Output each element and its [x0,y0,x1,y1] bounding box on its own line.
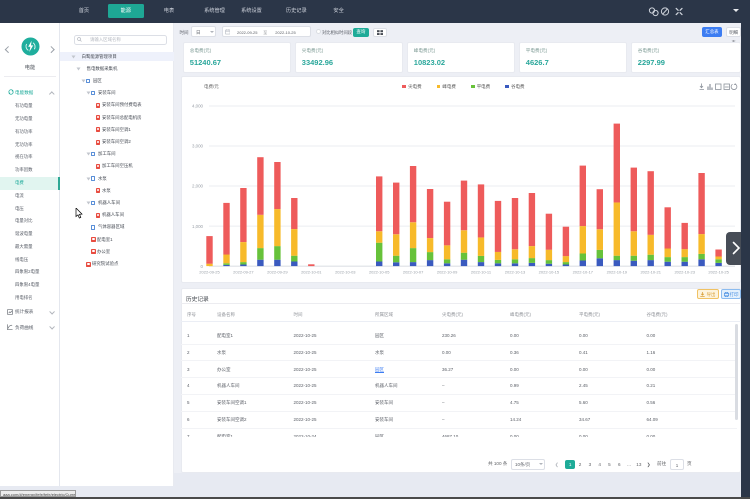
svg-text:2022-09-29: 2022-09-29 [267,270,288,275]
svg-text:2022-10-19: 2022-10-19 [607,270,628,275]
svg-text:2022-10-21: 2022-10-21 [640,270,661,275]
svg-text:2022-10-05: 2022-10-05 [369,270,390,275]
svg-text:1,000: 1,000 [192,224,204,229]
svg-text:2022-10-15: 2022-10-15 [539,270,560,275]
svg-text:2022-09-25: 2022-09-25 [199,270,220,275]
svg-text:4,000: 4,000 [192,104,204,109]
svg-text:2022-10-25: 2022-10-25 [708,270,729,275]
svg-text:2022-09-27: 2022-09-27 [233,270,254,275]
svg-text:2022-10-11: 2022-10-11 [471,270,492,275]
svg-text:2,000: 2,000 [192,184,204,189]
svg-text:2022-10-07: 2022-10-07 [403,270,424,275]
svg-text:2022-10-13: 2022-10-13 [505,270,526,275]
svg-text:2022-10-01: 2022-10-01 [301,270,322,275]
svg-text:2022-10-09: 2022-10-09 [437,270,458,275]
svg-text:2022-10-03: 2022-10-03 [335,270,356,275]
svg-text:0: 0 [201,264,204,269]
svg-text:3,000: 3,000 [192,144,204,149]
svg-text:2022-10-17: 2022-10-17 [573,270,594,275]
svg-text:2022-10-23: 2022-10-23 [674,270,695,275]
